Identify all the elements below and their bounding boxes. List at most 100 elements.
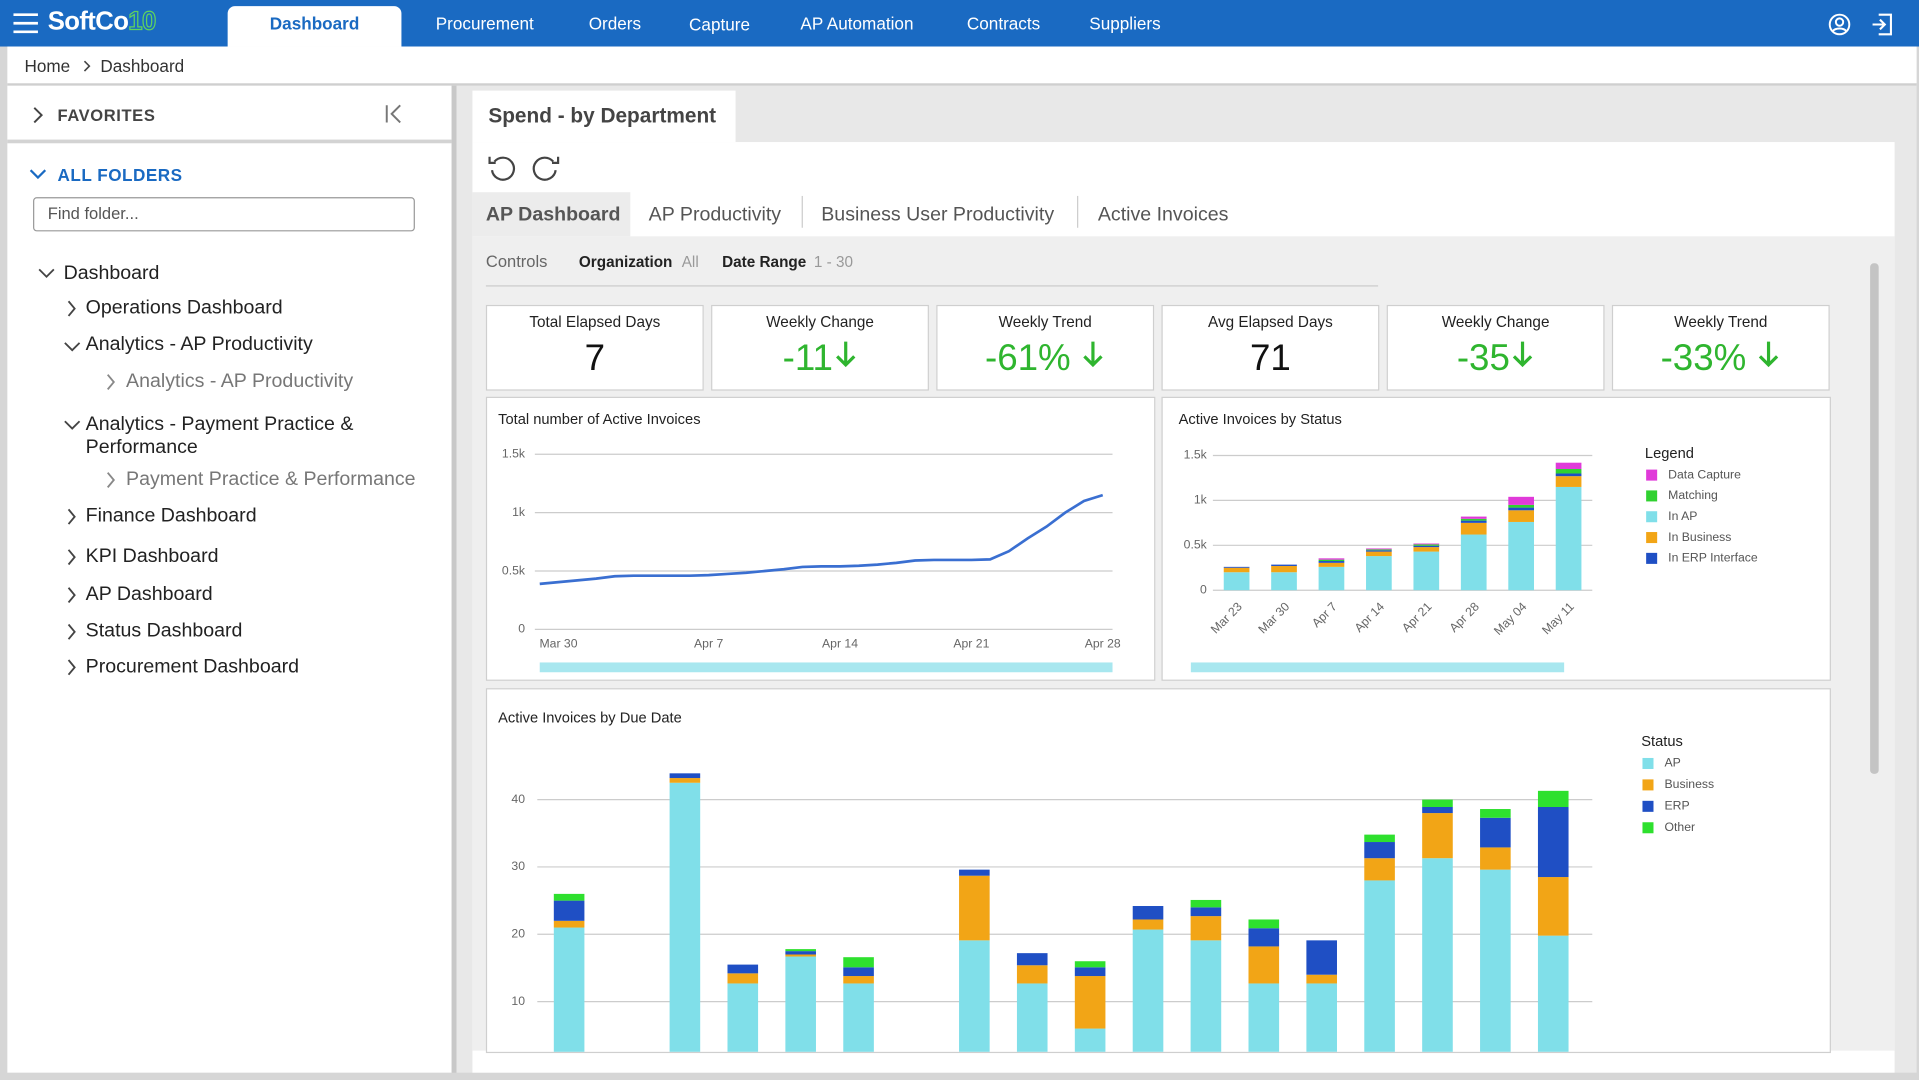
bar-segment: [1555, 462, 1582, 469]
tree-item[interactable]: Payment Practice & Performance: [126, 468, 416, 490]
bar-segment: [1537, 877, 1569, 936]
active-tab[interactable]: [227, 6, 402, 47]
bar-segment: [1508, 507, 1535, 511]
chart: Active Invoices by Status 0 0.5k 1k 1.5k Mar …: [1179, 412, 1758, 673]
bar-segment: [1364, 842, 1395, 859]
bar-segment: [1422, 858, 1453, 1052]
bar-segment: [1132, 919, 1164, 930]
tree-item[interactable]: KPI Dashboard: [85, 546, 219, 567]
tree-item[interactable]: Dashboard: [63, 263, 160, 285]
legend-label: AP: [1665, 756, 1681, 770]
chevron-down[interactable]: [28, 167, 48, 182]
nav-item[interactable]: Suppliers: [1089, 13, 1161, 34]
x-tick-label: Apr 14: [822, 636, 858, 650]
bar-segment: [669, 782, 701, 1052]
bar-segment: [1190, 940, 1222, 1052]
kpi-card: Weekly Trend -33%: [1611, 304, 1830, 391]
filter-value[interactable]: All: [681, 253, 699, 271]
kpi-label: Total Elapsed Days: [529, 313, 661, 331]
bar-segment: [1366, 550, 1392, 552]
tree-item[interactable]: Analytics - Payment Practice & Performan…: [85, 413, 354, 458]
bar-segment: [553, 900, 585, 921]
favorites-header[interactable]: FAVORITES: [57, 106, 156, 125]
subtab[interactable]: AP Dashboard: [485, 204, 621, 226]
kpi-label: Weekly Change: [1441, 313, 1550, 331]
chart-card: Active Invoices by Status 0 0.5k 1k 1.5k Mar …: [1161, 396, 1831, 681]
bar-segment: [1132, 906, 1164, 920]
y-tick-label: 1.5k: [1184, 448, 1208, 462]
kpi-label: Avg Elapsed Days: [1208, 313, 1333, 331]
bar-segment: [553, 920, 585, 928]
x-tick-label: May 11: [1539, 599, 1577, 637]
bar-segment: [1555, 486, 1582, 591]
legend-label: Data Capture: [1668, 467, 1741, 481]
bar-segment: [1508, 510, 1535, 522]
bar-segment: [1480, 869, 1511, 1052]
legend-swatch: [1642, 800, 1654, 812]
menu-icon[interactable]: [11, 11, 40, 35]
logout-icon[interactable]: [1869, 11, 1896, 38]
bar-segment: [1508, 504, 1535, 508]
kpi-value: 7: [584, 337, 606, 379]
refresh-icons[interactable]: [487, 153, 565, 185]
logo[interactable]: SoftCo10: [48, 7, 157, 36]
nav-item[interactable]: AP Automation: [800, 13, 914, 34]
tree-item[interactable]: Analytics - AP Productivity: [85, 334, 313, 356]
bar-segment: [1248, 983, 1280, 1052]
bar-segment: [1016, 965, 1048, 984]
filter-value[interactable]: 1 - 30: [813, 253, 854, 271]
bar-segment: [785, 954, 816, 957]
y-tick-label: 0: [518, 622, 525, 636]
bar-segment: [553, 927, 585, 1052]
y-tick-label: 0.5k: [502, 563, 526, 577]
nav-item[interactable]: Procurement: [435, 13, 534, 34]
folder-search[interactable]: Find folder...: [33, 197, 415, 232]
tree-item[interactable]: AP Dashboard: [85, 584, 213, 605]
tree-item[interactable]: Finance Dashboard: [85, 505, 257, 527]
subtab[interactable]: Business User Productivity: [821, 204, 1055, 226]
bar-segment: [959, 869, 990, 876]
y-tick-label: 1.5k: [502, 447, 526, 461]
x-tick-label: Apr 7: [694, 636, 723, 650]
subtab[interactable]: AP Productivity: [648, 204, 782, 226]
active-subtab[interactable]: [472, 192, 631, 237]
sidebar-divider[interactable]: [451, 85, 457, 1073]
legend-swatch: [1646, 552, 1658, 564]
bar-segment: [1306, 940, 1337, 975]
bar-segment: [843, 983, 874, 1052]
tree-item[interactable]: Analytics - AP Productivity: [126, 371, 354, 392]
tree-item[interactable]: Procurement Dashboard: [85, 656, 300, 678]
bar-segment: [1366, 548, 1392, 550]
nav-item[interactable]: Capture: [689, 14, 751, 35]
bar-segment: [1413, 544, 1440, 546]
filter-name[interactable]: Date Range: [722, 253, 807, 271]
bar-segment: [1366, 556, 1392, 591]
legend-title: Legend: [1645, 446, 1694, 462]
filter-name[interactable]: Organization: [578, 253, 673, 271]
y-tick-label: 1k: [512, 505, 526, 519]
bar-segment: [1555, 468, 1582, 474]
folders-header[interactable]: ALL FOLDERS: [57, 165, 183, 185]
tree-item[interactable]: Status Dashboard: [85, 620, 243, 642]
bar-segment: [1306, 983, 1337, 1052]
collapse-icon[interactable]: [383, 103, 405, 125]
bar-segment: [1364, 880, 1395, 1052]
down-arrow: [1759, 341, 1779, 368]
bar-segment: [1537, 807, 1569, 878]
subtab[interactable]: Active Invoices: [1097, 204, 1229, 226]
nav-item[interactable]: Contracts: [966, 13, 1041, 34]
panel-tab[interactable]: [472, 90, 736, 143]
breadcrumb-item[interactable]: Home: [24, 56, 71, 76]
down-arrow: [1083, 341, 1103, 368]
scrollbar[interactable]: [1870, 263, 1879, 774]
user-icon[interactable]: [1827, 12, 1851, 36]
line: [539, 493, 1104, 586]
chevron-right[interactable]: [29, 105, 46, 125]
nav-item[interactable]: Orders: [588, 13, 642, 34]
chart-title: Active Invoices by Due Date: [498, 711, 682, 727]
bar-segment: [785, 949, 816, 952]
nav-item[interactable]: Dashboard: [269, 13, 360, 34]
tree-item[interactable]: Operations Dashboard: [85, 297, 283, 319]
legend-swatch: [1646, 532, 1658, 544]
